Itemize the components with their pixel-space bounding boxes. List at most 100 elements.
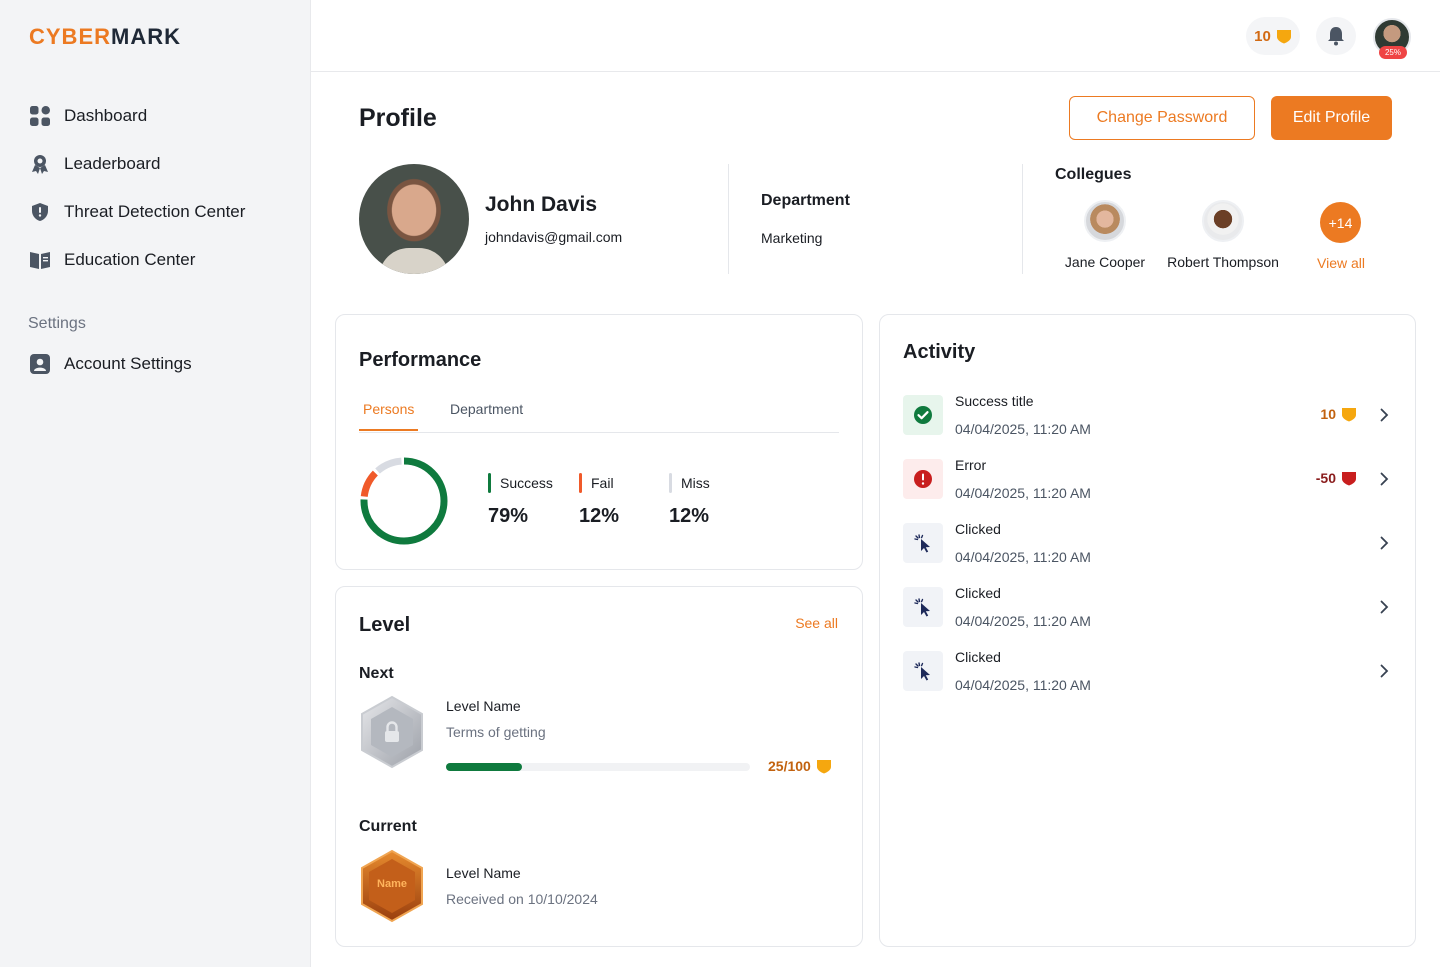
logo-part-1: CYBER xyxy=(29,24,112,49)
sidebar-item-dashboard[interactable]: Dashboard xyxy=(28,100,298,132)
view-all-colleagues-link[interactable]: View all xyxy=(1317,255,1365,271)
activity-time: 04/04/2025, 11:20 AM xyxy=(955,549,1091,565)
activity-time: 04/04/2025, 11:20 AM xyxy=(955,677,1091,693)
more-colleagues-count[interactable]: +14 xyxy=(1320,202,1361,243)
next-level-requirement: Terms of getting xyxy=(446,724,546,740)
coin-shield-icon xyxy=(816,760,831,774)
profile-avatar xyxy=(359,164,469,274)
cursor-click-icon xyxy=(903,651,943,691)
top-bar: 10 25% xyxy=(311,0,1440,72)
level-progress-fill xyxy=(446,763,522,771)
colleague-item[interactable]: Jane Cooper xyxy=(1040,200,1170,270)
coin-shield-icon xyxy=(1342,472,1356,486)
activity-card: Activity Success title 04/04/2025, 11:20… xyxy=(879,314,1416,947)
stat-value: 79% xyxy=(488,505,529,527)
chevron-right-icon xyxy=(1380,536,1389,550)
coin-shield-icon xyxy=(1342,408,1356,422)
stat-color-bar xyxy=(669,473,672,493)
stat-label: Success xyxy=(500,475,553,491)
cursor-click-icon xyxy=(903,587,943,627)
performance-tabs: Persons Department xyxy=(359,395,839,433)
sidebar-item-label: Account Settings xyxy=(64,354,192,373)
activity-title-text: Clicked xyxy=(955,521,1001,537)
colleague-item[interactable]: Robert Thompson xyxy=(1158,200,1288,270)
activity-item[interactable]: Clicked 04/04/2025, 11:20 AM xyxy=(903,521,1393,579)
performance-title: Performance xyxy=(359,349,482,371)
change-password-button[interactable]: Change Password xyxy=(1069,96,1255,140)
current-level-heading: Current xyxy=(359,818,417,835)
activity-item[interactable]: Clicked 04/04/2025, 11:20 AM xyxy=(903,585,1393,643)
activity-points-value: -50 xyxy=(1315,470,1336,486)
see-all-levels-link[interactable]: See all xyxy=(795,615,838,631)
logo[interactable]: CYBER MARK xyxy=(29,24,182,49)
colleagues-label: Collegues xyxy=(1055,166,1132,183)
next-level-name: Level Name xyxy=(446,698,521,714)
success-check-icon xyxy=(903,395,943,435)
next-level-heading: Next xyxy=(359,665,394,682)
activity-title: Activity xyxy=(903,341,976,363)
stat-color-bar xyxy=(488,473,491,493)
chevron-right-icon xyxy=(1380,472,1389,486)
department-label: Department xyxy=(761,192,850,209)
current-level-received: Received on 10/10/2024 xyxy=(446,891,598,907)
activity-title-text: Clicked xyxy=(955,585,1001,601)
sidebar: CYBER MARK Dashboard Leaderboard Threat D… xyxy=(0,0,311,967)
user-email: johndavis@gmail.com xyxy=(485,229,623,245)
stat-value: 12% xyxy=(669,505,710,527)
current-level-badge: Name xyxy=(359,849,425,923)
level-progress-bar xyxy=(446,763,750,771)
activity-title-text: Clicked xyxy=(955,649,1001,665)
performance-card: Performance Persons Department Success 7… xyxy=(335,314,863,570)
stat-value: 12% xyxy=(579,505,620,527)
level-progress-text: 25/100 xyxy=(768,758,832,774)
page-title: Profile xyxy=(359,104,437,132)
sidebar-item-label: Threat Detection Center xyxy=(64,202,246,221)
tab-persons[interactable]: Persons xyxy=(359,401,419,431)
activity-time: 04/04/2025, 11:20 AM xyxy=(955,485,1091,501)
book-icon xyxy=(28,248,52,272)
grid-icon xyxy=(28,104,52,128)
error-alert-icon xyxy=(903,459,943,499)
coin-shield-icon xyxy=(1276,30,1291,44)
activity-points: -50 xyxy=(1316,470,1357,486)
shield-icon xyxy=(28,200,52,224)
activity-title-text: Error xyxy=(955,457,987,473)
stat-label: Fail xyxy=(591,475,614,491)
sidebar-nav: Dashboard Leaderboard Threat Detection C… xyxy=(28,100,298,292)
sidebar-item-label: Leaderboard xyxy=(64,154,161,173)
avatar-progress-badge: 25% xyxy=(1379,46,1407,59)
bell-icon xyxy=(1328,27,1344,46)
chevron-right-icon xyxy=(1380,600,1389,614)
user-name: John Davis xyxy=(485,193,598,216)
level-progress-value: 25/100 xyxy=(768,758,811,774)
user-square-icon xyxy=(28,352,52,376)
level-card: Level See all Next Level Name Terms of g… xyxy=(335,586,863,947)
activity-item[interactable]: Success title 04/04/2025, 11:20 AM 10 xyxy=(903,393,1393,451)
logo-part-2: MARK xyxy=(111,24,182,49)
chevron-right-icon xyxy=(1380,408,1389,422)
current-level-name: Level Name xyxy=(446,865,521,881)
cursor-click-icon xyxy=(903,523,943,563)
stat-color-bar xyxy=(579,473,582,493)
divider xyxy=(1022,164,1023,274)
sidebar-item-account-settings[interactable]: Account Settings xyxy=(28,348,192,380)
sidebar-item-threat-detection[interactable]: Threat Detection Center xyxy=(28,196,298,228)
sidebar-item-label: Dashboard xyxy=(64,106,148,125)
tab-department[interactable]: Department xyxy=(450,401,524,417)
activity-time: 04/04/2025, 11:20 AM xyxy=(955,421,1091,437)
points-value: 10 xyxy=(1254,27,1271,45)
sidebar-item-leaderboard[interactable]: Leaderboard xyxy=(28,148,298,180)
performance-donut-chart xyxy=(360,457,448,545)
sidebar-item-education[interactable]: Education Center xyxy=(28,244,298,276)
points-pill[interactable]: 10 xyxy=(1246,17,1300,55)
activity-item[interactable]: Error 04/04/2025, 11:20 AM -50 xyxy=(903,457,1393,515)
avatar xyxy=(1084,200,1126,242)
colleague-name: Robert Thompson xyxy=(1167,254,1279,270)
edit-profile-button[interactable]: Edit Profile xyxy=(1271,96,1392,140)
badge-text: Name xyxy=(377,878,407,890)
locked-level-badge-icon xyxy=(361,695,423,769)
activity-time: 04/04/2025, 11:20 AM xyxy=(955,613,1091,629)
notifications-button[interactable] xyxy=(1316,17,1356,55)
activity-item[interactable]: Clicked 04/04/2025, 11:20 AM xyxy=(903,649,1393,707)
award-icon xyxy=(28,152,52,176)
